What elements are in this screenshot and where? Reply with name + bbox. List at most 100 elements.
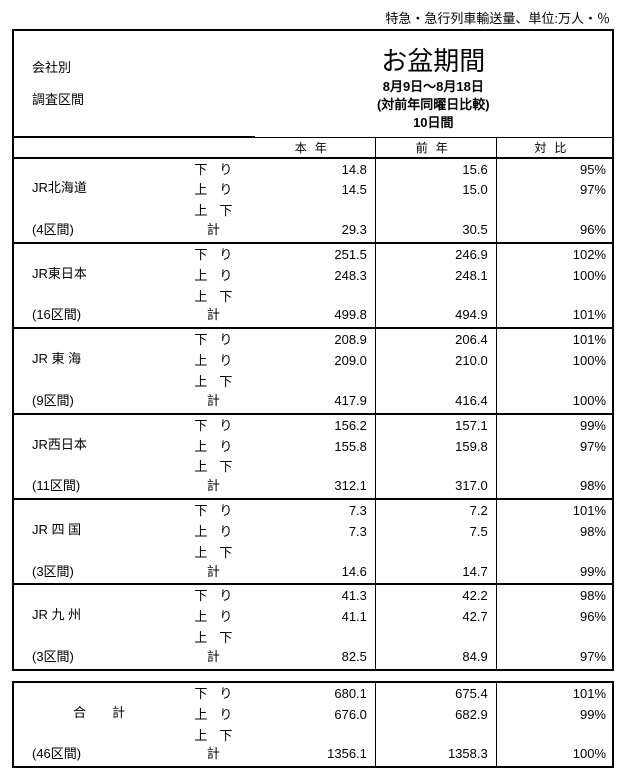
section-count: (46区間) bbox=[13, 725, 184, 768]
direction-label: 上り bbox=[184, 436, 254, 457]
direction-label: 下り bbox=[184, 584, 254, 606]
company-name: JR東日本 bbox=[13, 243, 184, 286]
cell-value: 416.4 bbox=[375, 371, 496, 414]
cell-value: 99% bbox=[496, 704, 613, 725]
company-name: JR西日本 bbox=[13, 414, 184, 457]
total-table: 合 計 下り 680.1 675.4 101% 上り 676.0 682.9 9… bbox=[12, 681, 614, 768]
cell-value: 99% bbox=[496, 414, 613, 436]
company-name: JR 東 海 bbox=[13, 328, 184, 371]
period-compare: (対前年同曜日比較) bbox=[255, 96, 612, 114]
cell-value: 98% bbox=[496, 584, 613, 606]
cell-value: 102% bbox=[496, 243, 613, 265]
cell-value: 7.5 bbox=[375, 521, 496, 542]
col-this-year: 本年 bbox=[255, 137, 376, 158]
direction-label: 上り bbox=[184, 704, 254, 725]
cell-value: 84.9 bbox=[375, 627, 496, 670]
total-name: 合 計 bbox=[13, 682, 184, 725]
cell-value: 246.9 bbox=[375, 243, 496, 265]
section-count: (3区間) bbox=[13, 542, 184, 585]
cell-value: 208.9 bbox=[255, 328, 376, 350]
table-row: JR 九 州 下り 41.3 42.2 98% bbox=[13, 584, 613, 606]
cell-value: 82.5 bbox=[255, 627, 376, 670]
cell-value: 42.7 bbox=[375, 606, 496, 627]
header-left: 会社別 調査区間 bbox=[13, 30, 255, 137]
cell-value: 209.0 bbox=[255, 350, 376, 371]
direction-label: 上下計 bbox=[184, 725, 254, 768]
direction-label: 上下計 bbox=[184, 456, 254, 499]
header-company-label: 会社別 bbox=[32, 60, 71, 75]
cell-value: 15.6 bbox=[375, 158, 496, 180]
cell-value: 95% bbox=[496, 158, 613, 180]
cell-value: 7.3 bbox=[255, 499, 376, 521]
cell-value: 14.5 bbox=[255, 179, 376, 200]
data-table: 会社別 調査区間 お盆期間 8月9日～8月18日 (対前年同曜日比較) 10日間… bbox=[12, 29, 614, 671]
section-count: (11区間) bbox=[13, 456, 184, 499]
section-count: (4区間) bbox=[13, 200, 184, 243]
cell-value: 675.4 bbox=[375, 682, 496, 704]
col-header-row: 本年 前年 対比 bbox=[13, 137, 613, 158]
direction-label: 上り bbox=[184, 265, 254, 286]
cell-value: 499.8 bbox=[255, 286, 376, 329]
cell-value: 97% bbox=[496, 436, 613, 457]
cell-value: 101% bbox=[496, 328, 613, 350]
cell-value: 97% bbox=[496, 179, 613, 200]
direction-label: 上下計 bbox=[184, 627, 254, 670]
direction-label: 上り bbox=[184, 350, 254, 371]
cell-value: 1358.3 bbox=[375, 725, 496, 768]
cell-value: 100% bbox=[496, 725, 613, 768]
direction-label: 下り bbox=[184, 414, 254, 436]
direction-label: 下り bbox=[184, 499, 254, 521]
cell-value: 682.9 bbox=[375, 704, 496, 725]
cell-value: 97% bbox=[496, 627, 613, 670]
table-row: JR東日本 下り 251.5 246.9 102% bbox=[13, 243, 613, 265]
table-row: 合 計 下り 680.1 675.4 101% bbox=[13, 682, 613, 704]
table-row: (4区間) 上下計 29.3 30.5 96% bbox=[13, 200, 613, 243]
direction-label: 下り bbox=[184, 328, 254, 350]
period-title: お盆期間 bbox=[255, 31, 612, 78]
col-ratio: 対比 bbox=[496, 137, 613, 158]
cell-value: 100% bbox=[496, 350, 613, 371]
cell-value: 41.3 bbox=[255, 584, 376, 606]
table-row: (16区間) 上下計 499.8 494.9 101% bbox=[13, 286, 613, 329]
col-prev-year: 前年 bbox=[375, 137, 496, 158]
direction-label: 上り bbox=[184, 606, 254, 627]
table-row: JR 東 海 下り 208.9 206.4 101% bbox=[13, 328, 613, 350]
cell-value: 210.0 bbox=[375, 350, 496, 371]
period-dates: 8月9日～8月18日 bbox=[255, 78, 612, 96]
header-row: 会社別 調査区間 お盆期間 8月9日～8月18日 (対前年同曜日比較) 10日間 bbox=[13, 30, 613, 137]
cell-value: 157.1 bbox=[375, 414, 496, 436]
table-row: (3区間) 上下計 82.5 84.9 97% bbox=[13, 627, 613, 670]
table-row: (11区間) 上下計 312.1 317.0 98% bbox=[13, 456, 613, 499]
cell-value: 14.8 bbox=[255, 158, 376, 180]
cell-value: 100% bbox=[496, 265, 613, 286]
cell-value: 1356.1 bbox=[255, 725, 376, 768]
cell-value: 96% bbox=[496, 606, 613, 627]
header-right: お盆期間 8月9日～8月18日 (対前年同曜日比較) 10日間 bbox=[255, 30, 613, 137]
company-name: JR北海道 bbox=[13, 158, 184, 201]
cell-value: 7.2 bbox=[375, 499, 496, 521]
direction-label: 下り bbox=[184, 158, 254, 180]
cell-value: 680.1 bbox=[255, 682, 376, 704]
cell-value: 29.3 bbox=[255, 200, 376, 243]
table-row: JR西日本 下り 156.2 157.1 99% bbox=[13, 414, 613, 436]
company-name: JR 四 国 bbox=[13, 499, 184, 542]
cell-value: 417.9 bbox=[255, 371, 376, 414]
section-count: (3区間) bbox=[13, 627, 184, 670]
table-row: (3区間) 上下計 14.6 14.7 99% bbox=[13, 542, 613, 585]
table-row: (46区間) 上下計 1356.1 1358.3 100% bbox=[13, 725, 613, 768]
direction-label: 上り bbox=[184, 179, 254, 200]
cell-value: 98% bbox=[496, 456, 613, 499]
cell-value: 317.0 bbox=[375, 456, 496, 499]
cell-value: 155.8 bbox=[255, 436, 376, 457]
cell-value: 312.1 bbox=[255, 456, 376, 499]
cell-value: 101% bbox=[496, 682, 613, 704]
cell-value: 100% bbox=[496, 371, 613, 414]
cell-value: 7.3 bbox=[255, 521, 376, 542]
direction-label: 上下計 bbox=[184, 286, 254, 329]
direction-label: 下り bbox=[184, 682, 254, 704]
cell-value: 14.6 bbox=[255, 542, 376, 585]
cell-value: 30.5 bbox=[375, 200, 496, 243]
cell-value: 159.8 bbox=[375, 436, 496, 457]
cell-value: 42.2 bbox=[375, 584, 496, 606]
section-count: (9区間) bbox=[13, 371, 184, 414]
